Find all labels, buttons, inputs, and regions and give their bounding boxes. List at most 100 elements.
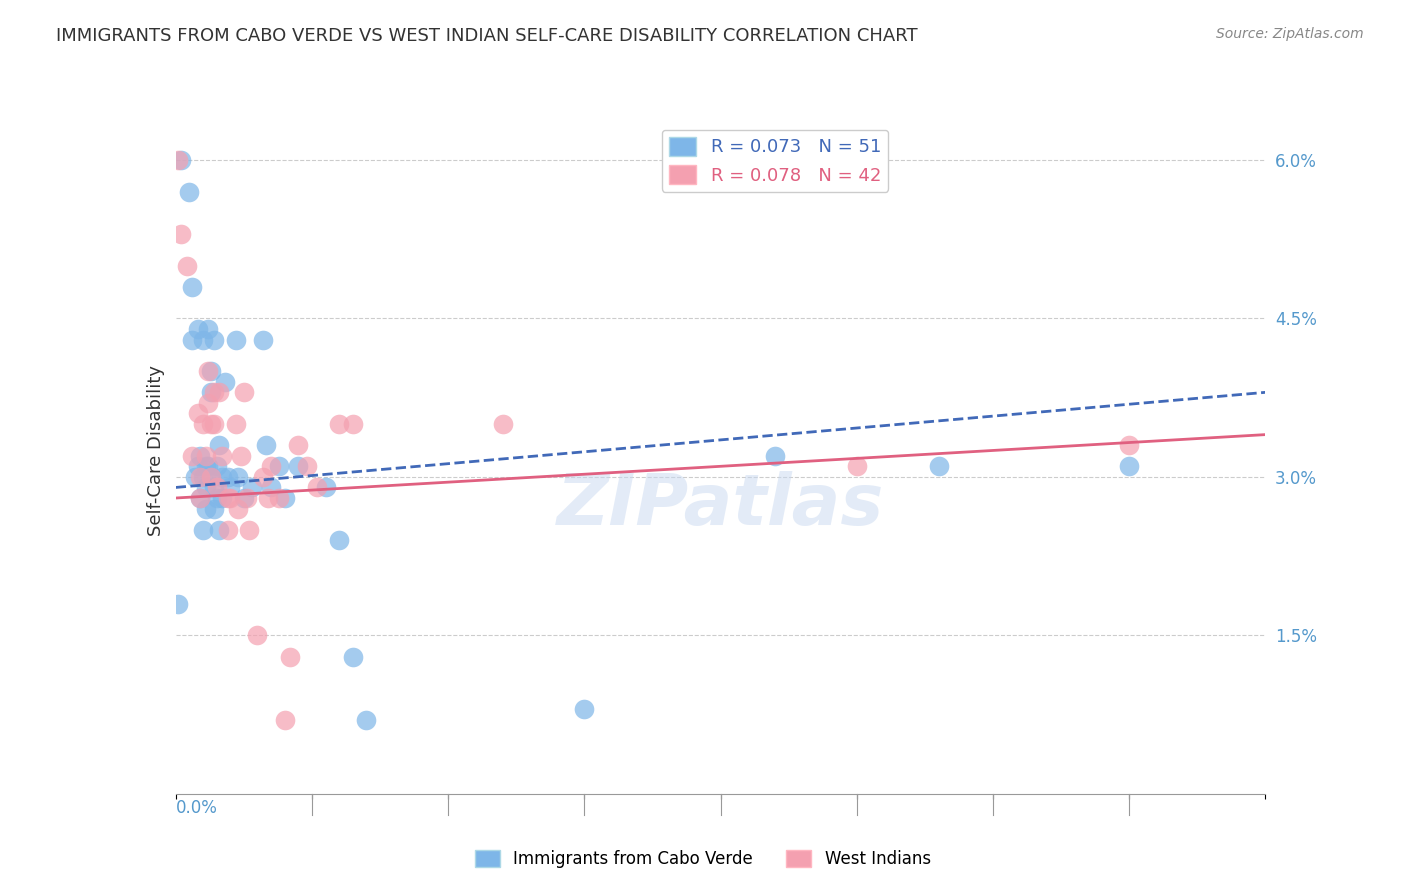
Point <box>188 491 211 505</box>
Point <box>225 333 247 347</box>
Point <box>211 491 233 505</box>
Point <box>211 449 233 463</box>
Point <box>181 449 204 463</box>
Point <box>274 713 297 727</box>
Point <box>202 501 225 516</box>
Point <box>260 459 283 474</box>
Point <box>200 470 222 484</box>
Point <box>219 491 242 505</box>
Point <box>208 523 231 537</box>
Point <box>252 470 274 484</box>
Point <box>217 491 239 505</box>
Point <box>194 501 217 516</box>
Legend: R = 0.073   N = 51, R = 0.078   N = 42: R = 0.073 N = 51, R = 0.078 N = 42 <box>662 130 889 192</box>
Point <box>170 153 193 167</box>
Point <box>200 385 222 400</box>
Point <box>197 396 219 410</box>
Point <box>342 649 364 664</box>
Point <box>315 480 337 494</box>
Point <box>287 459 309 474</box>
Point <box>202 417 225 431</box>
Point <box>232 491 254 505</box>
Point <box>184 470 207 484</box>
Point <box>176 259 198 273</box>
Point <box>200 364 222 378</box>
Point <box>188 449 211 463</box>
Point <box>194 459 217 474</box>
Text: ZIPatlas: ZIPatlas <box>557 471 884 540</box>
Point <box>202 385 225 400</box>
Point <box>186 322 209 336</box>
Y-axis label: Self-Care Disability: Self-Care Disability <box>146 365 165 536</box>
Point <box>492 417 515 431</box>
Point <box>225 417 247 431</box>
Point <box>167 597 190 611</box>
Point <box>208 385 231 400</box>
Point <box>307 480 329 494</box>
Point <box>188 491 211 505</box>
Point <box>197 459 219 474</box>
Point <box>763 449 786 463</box>
Point <box>328 533 350 548</box>
Point <box>167 153 190 167</box>
Point <box>205 491 228 505</box>
Point <box>274 491 297 505</box>
Point <box>269 491 291 505</box>
Point <box>186 407 209 421</box>
Point <box>188 470 211 484</box>
Point <box>269 459 291 474</box>
Point <box>208 438 231 452</box>
Point <box>194 449 217 463</box>
Point <box>845 459 868 474</box>
Point <box>928 459 950 474</box>
Point <box>287 438 309 452</box>
Point <box>214 375 236 389</box>
Point <box>211 470 233 484</box>
Point <box>257 491 280 505</box>
Point <box>254 438 277 452</box>
Text: Source: ZipAtlas.com: Source: ZipAtlas.com <box>1216 27 1364 41</box>
Point <box>205 459 228 474</box>
Point <box>191 333 214 347</box>
Point <box>217 523 239 537</box>
Point <box>228 501 250 516</box>
Point <box>217 470 239 484</box>
Point <box>181 279 204 293</box>
Point <box>1118 459 1140 474</box>
Point <box>194 480 217 494</box>
Point <box>235 491 257 505</box>
Point <box>246 628 269 642</box>
Point <box>240 480 263 494</box>
Point <box>202 480 225 494</box>
Point <box>205 480 228 494</box>
Point <box>328 417 350 431</box>
Point <box>179 185 201 199</box>
Point <box>252 333 274 347</box>
Point <box>238 523 260 537</box>
Point <box>231 449 253 463</box>
Point <box>200 470 222 484</box>
Point <box>197 322 219 336</box>
Text: IMMIGRANTS FROM CABO VERDE VS WEST INDIAN SELF-CARE DISABILITY CORRELATION CHART: IMMIGRANTS FROM CABO VERDE VS WEST INDIA… <box>56 27 918 45</box>
Point <box>342 417 364 431</box>
Point <box>181 333 204 347</box>
Legend: Immigrants from Cabo Verde, West Indians: Immigrants from Cabo Verde, West Indians <box>468 843 938 875</box>
Point <box>197 364 219 378</box>
Point <box>202 333 225 347</box>
Point <box>219 480 242 494</box>
Point <box>232 385 254 400</box>
Point <box>200 417 222 431</box>
Point <box>260 480 283 494</box>
Point <box>191 523 214 537</box>
Point <box>278 649 301 664</box>
Text: 0.0%: 0.0% <box>176 799 218 817</box>
Point <box>295 459 318 474</box>
Point <box>574 702 596 716</box>
Point <box>191 470 214 484</box>
Point <box>1118 438 1140 452</box>
Point <box>170 227 193 241</box>
Point <box>228 470 250 484</box>
Point <box>356 713 378 727</box>
Point <box>186 459 209 474</box>
Point <box>191 417 214 431</box>
